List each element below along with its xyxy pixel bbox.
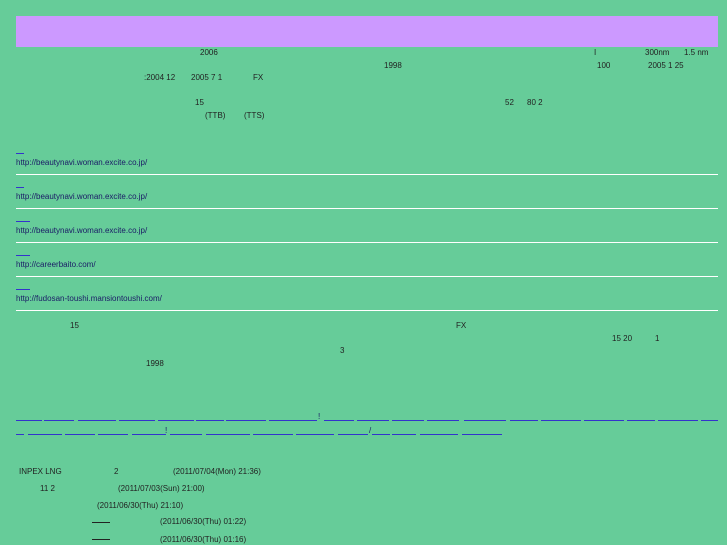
intro-text-fragment: 15 — [195, 98, 204, 107]
tag-link[interactable] — [464, 420, 506, 421]
entry-title[interactable]: INPEX LNG — [19, 467, 62, 476]
tag-link[interactable] — [98, 434, 128, 435]
intro-text-fragment: 2005 1 25 — [648, 61, 684, 70]
entry-title-underline[interactable] — [92, 539, 110, 540]
body-text-fragment: 15 20 — [612, 334, 633, 343]
tag-link[interactable] — [392, 434, 416, 435]
entry-title-underline[interactable] — [92, 522, 110, 523]
tag-link[interactable] — [338, 434, 368, 435]
tag-links-row — [16, 420, 718, 421]
entry-extra: 2 — [114, 467, 119, 476]
tag-link[interactable] — [132, 434, 166, 435]
tag-link[interactable] — [16, 434, 24, 435]
intro-text-fragment: 1998 — [384, 61, 402, 70]
tag-link[interactable] — [296, 434, 334, 435]
body-text-fragment: 1998 — [146, 359, 164, 368]
intro-text-fragment: 2005 7 1 — [191, 73, 223, 82]
intro-text-fragment: (TTB) — [205, 111, 226, 120]
entry-date: (2011/07/04(Mon) 21:36) — [173, 467, 261, 476]
tag-link[interactable] — [541, 420, 581, 421]
tag-link[interactable] — [701, 420, 718, 421]
intro-text-fragment: 1.5 nm — [684, 48, 709, 57]
divider — [16, 276, 718, 277]
tag-link[interactable] — [65, 434, 95, 435]
tag-link[interactable] — [196, 420, 224, 421]
body-text-fragment: 3 — [340, 346, 345, 355]
tag-link[interactable] — [372, 434, 390, 435]
link-url[interactable]: http://careerbaito.com/ — [16, 260, 96, 269]
link-url[interactable]: http://beautynavi.woman.excite.co.jp/ — [16, 192, 148, 201]
tag-link[interactable] — [392, 420, 424, 421]
header-banner — [16, 16, 718, 47]
intro-text-fragment: 80 2 — [527, 98, 543, 107]
tag-separator-mark: ! — [318, 412, 321, 421]
tag-link[interactable] — [584, 420, 624, 421]
entry-date: (2011/06/30(Thu) 01:22) — [160, 517, 247, 526]
link-url[interactable]: http://fudosan-toushi.mansiontoushi.com/ — [16, 294, 162, 303]
divider — [16, 208, 718, 209]
entry-date: (2011/06/30(Thu) 01:16) — [160, 535, 247, 544]
tag-link[interactable] — [253, 434, 293, 435]
intro-text-fragment: 52 — [505, 98, 514, 107]
intro-text-fragment: 100 — [597, 61, 611, 70]
tag-link[interactable] — [627, 420, 655, 421]
tag-link[interactable] — [206, 434, 250, 435]
tag-separator-mark: / — [369, 426, 372, 435]
intro-text-fragment: I — [594, 48, 597, 57]
intro-text-fragment: FX — [253, 73, 264, 82]
tag-link[interactable] — [658, 420, 698, 421]
entry-title[interactable]: 11 2 — [40, 484, 55, 493]
tag-link[interactable] — [420, 434, 458, 435]
tag-link[interactable] — [78, 420, 116, 421]
intro-text-fragment: (TTS) — [244, 111, 265, 120]
tag-link[interactable] — [510, 420, 538, 421]
tag-link[interactable] — [16, 420, 42, 421]
intro-text-fragment: :2004 12 — [144, 73, 176, 82]
body-text-fragment: FX — [456, 321, 467, 330]
tag-link[interactable] — [269, 420, 317, 421]
body-text-fragment: 15 — [70, 321, 79, 330]
tag-link[interactable] — [357, 420, 389, 421]
divider — [16, 242, 718, 243]
divider — [16, 310, 718, 311]
intro-text-fragment: 300nm — [645, 48, 670, 57]
tag-link[interactable] — [226, 420, 266, 421]
tag-link[interactable] — [119, 420, 155, 421]
tag-link[interactable] — [427, 420, 459, 421]
tag-link[interactable] — [28, 434, 62, 435]
link-title-underline[interactable] — [16, 255, 30, 256]
link-title-underline[interactable] — [16, 153, 24, 154]
tag-link[interactable] — [324, 420, 354, 421]
tag-link[interactable] — [462, 434, 502, 435]
entry-date: (2011/07/03(Sun) 21:00) — [118, 484, 205, 493]
tag-link[interactable] — [44, 420, 74, 421]
entry-date: (2011/06/30(Thu) 21:10) — [97, 501, 184, 510]
link-title-underline[interactable] — [16, 187, 24, 188]
body-text-fragment: 1 — [655, 334, 660, 343]
tag-separator-mark: ! — [165, 426, 168, 435]
link-url[interactable]: http://beautynavi.woman.excite.co.jp/ — [16, 158, 148, 167]
tag-links-row — [16, 434, 718, 435]
link-url[interactable]: http://beautynavi.woman.excite.co.jp/ — [16, 226, 148, 235]
tag-link[interactable] — [158, 420, 194, 421]
link-title-underline[interactable] — [16, 289, 30, 290]
link-title-underline[interactable] — [16, 221, 30, 222]
divider — [16, 174, 718, 175]
intro-text-fragment: 2006 — [200, 48, 218, 57]
tag-link[interactable] — [170, 434, 202, 435]
